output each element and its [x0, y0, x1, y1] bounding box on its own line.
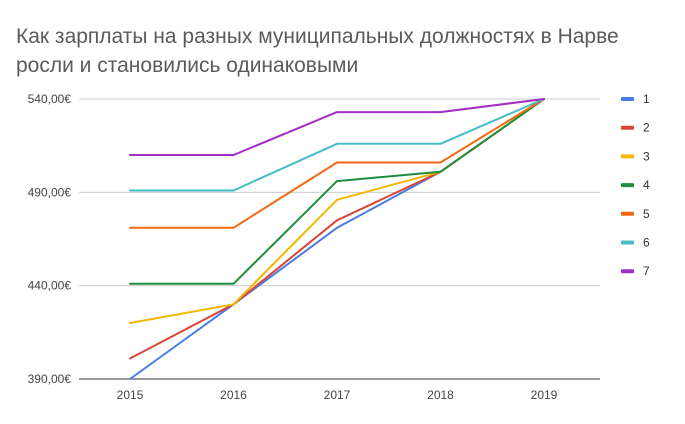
- x-tick-label: 2017: [324, 388, 351, 402]
- y-tick-label: 490,00€: [28, 185, 72, 199]
- x-tick-label: 2016: [220, 388, 247, 402]
- series-line-3: [129, 98, 545, 324]
- legend-swatch-1: [621, 97, 634, 101]
- series-line-6: [129, 98, 545, 192]
- legend-label-1: 1: [643, 92, 650, 106]
- x-tick-label: 2015: [117, 388, 144, 402]
- x-tick-label: 2019: [531, 388, 558, 402]
- legend-swatch-5: [621, 211, 634, 216]
- y-tick-label: 390,00€: [28, 372, 72, 386]
- legend-swatch-6: [621, 240, 634, 245]
- y-tick-label: 540,00€: [28, 92, 72, 106]
- legend-swatch-3: [621, 154, 634, 159]
- chart-title: Как зарплаты на разных муниципальных дол…: [16, 25, 619, 77]
- series-line-5: [129, 98, 545, 229]
- legend-swatch-2: [621, 125, 634, 130]
- series-line-1: [129, 98, 545, 380]
- series-line-7: [129, 98, 545, 156]
- x-tick-label: 2018: [427, 388, 454, 402]
- legend-swatch-4: [621, 183, 634, 188]
- legend-label-6: 6: [643, 236, 650, 250]
- legend-label-3: 3: [643, 149, 650, 163]
- legend-label-2: 2: [643, 121, 650, 135]
- legend-swatch-7: [621, 269, 634, 274]
- legend-label-5: 5: [643, 207, 650, 221]
- series-line-4: [129, 98, 545, 285]
- legend-label-4: 4: [643, 178, 650, 192]
- y-tick-label: 440,00€: [28, 279, 72, 293]
- legend-label-7: 7: [643, 264, 650, 278]
